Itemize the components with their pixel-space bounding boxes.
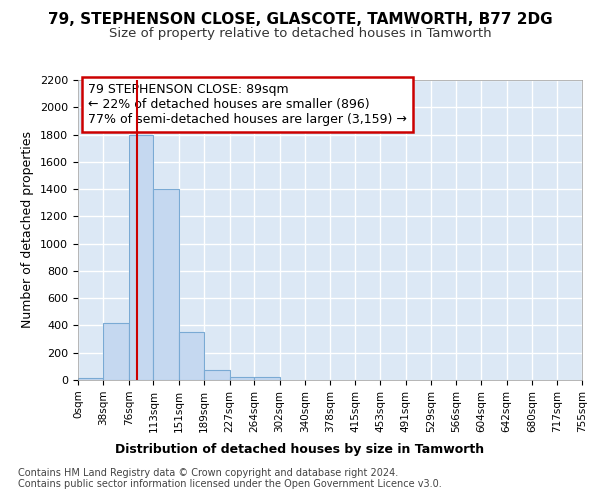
Text: 79 STEPHENSON CLOSE: 89sqm
← 22% of detached houses are smaller (896)
77% of sem: 79 STEPHENSON CLOSE: 89sqm ← 22% of deta… — [88, 83, 407, 126]
Bar — [179, 332, 204, 380]
Bar — [154, 189, 179, 380]
Bar — [204, 370, 230, 380]
Text: Distribution of detached houses by size in Tamworth: Distribution of detached houses by size … — [115, 442, 485, 456]
Y-axis label: Number of detached properties: Number of detached properties — [22, 132, 34, 328]
Bar — [103, 322, 129, 380]
Text: 79, STEPHENSON CLOSE, GLASCOTE, TAMWORTH, B77 2DG: 79, STEPHENSON CLOSE, GLASCOTE, TAMWORTH… — [47, 12, 553, 28]
Bar — [254, 378, 280, 380]
Bar — [78, 378, 103, 380]
Text: Contains HM Land Registry data © Crown copyright and database right 2024.
Contai: Contains HM Land Registry data © Crown c… — [18, 468, 442, 489]
Text: Size of property relative to detached houses in Tamworth: Size of property relative to detached ho… — [109, 28, 491, 40]
Bar — [230, 376, 254, 380]
Bar — [129, 134, 154, 380]
